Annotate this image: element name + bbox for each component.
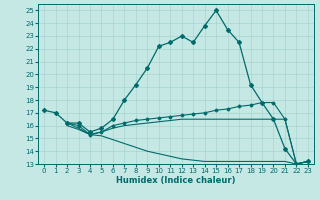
X-axis label: Humidex (Indice chaleur): Humidex (Indice chaleur) (116, 176, 236, 185)
